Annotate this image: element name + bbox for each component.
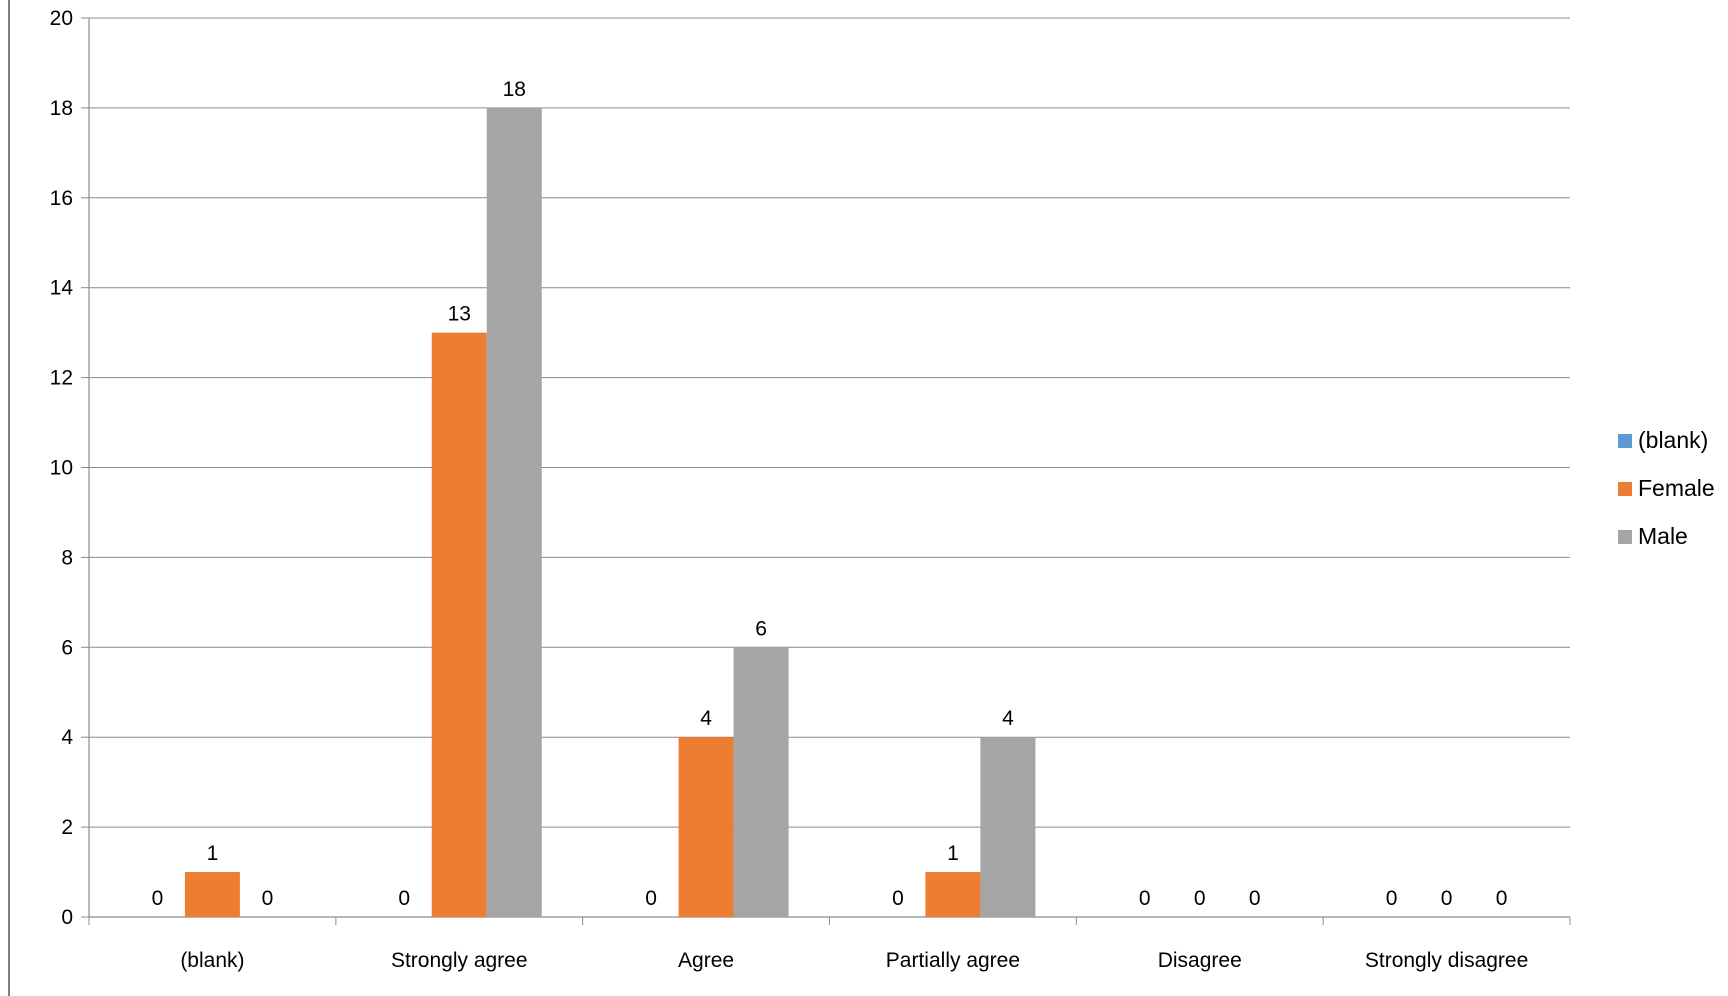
legend-swatch xyxy=(1618,434,1632,448)
bar xyxy=(486,107,542,917)
x-tick-label: Agree xyxy=(678,949,734,972)
x-tick-label: (blank) xyxy=(180,949,244,972)
data-label: 0 xyxy=(892,887,904,910)
data-label: 0 xyxy=(1249,887,1261,910)
bar xyxy=(733,647,789,917)
legend-swatch xyxy=(1618,530,1632,544)
y-tick-label: 2 xyxy=(61,816,73,839)
data-label: 4 xyxy=(1002,707,1014,730)
x-tick-label: Strongly disagree xyxy=(1365,949,1528,972)
y-tick-label: 18 xyxy=(50,97,73,120)
data-label: 0 xyxy=(262,887,274,910)
y-tick-label: 20 xyxy=(50,7,73,30)
legend-label: (blank) xyxy=(1638,427,1708,453)
x-tick-label: Disagree xyxy=(1158,949,1242,972)
data-label: 4 xyxy=(700,707,712,730)
data-label: 6 xyxy=(755,617,767,640)
bar xyxy=(980,737,1036,917)
data-label: 0 xyxy=(645,887,657,910)
bar xyxy=(925,872,981,917)
data-label: 0 xyxy=(152,887,164,910)
data-label: 1 xyxy=(947,842,959,865)
y-tick-label: 12 xyxy=(50,367,73,390)
data-label: 18 xyxy=(503,78,526,101)
y-tick-label: 6 xyxy=(61,636,73,659)
data-label: 0 xyxy=(1441,887,1453,910)
bar xyxy=(431,332,487,917)
y-tick-label: 4 xyxy=(61,726,73,749)
legend-swatch xyxy=(1618,482,1632,496)
data-labels: 0 1 0 0 13 18 0 4 6 0 1 4 0 0 0 0 0 0 xyxy=(152,78,1508,910)
x-tick-label: Strongly agree xyxy=(391,949,528,972)
y-tick-label: 16 xyxy=(50,187,73,210)
legend-label: Male xyxy=(1638,523,1688,549)
data-label: 0 xyxy=(1496,887,1508,910)
data-label: 0 xyxy=(1194,887,1206,910)
bar xyxy=(184,872,240,917)
x-axis-ticks: (blank) Strongly agree Agree Partially agre… xyxy=(180,949,1528,972)
data-label: 0 xyxy=(1386,887,1398,910)
data-label: 1 xyxy=(207,842,219,865)
axes xyxy=(81,17,1571,925)
legend-label: Female xyxy=(1638,475,1715,501)
bar xyxy=(678,737,734,917)
y-tick-label: 10 xyxy=(50,457,73,480)
data-label: 13 xyxy=(448,303,471,326)
y-tick-label: 0 xyxy=(61,906,73,929)
data-label: 0 xyxy=(398,887,410,910)
y-tick-label: 8 xyxy=(61,546,73,569)
gridlines xyxy=(89,17,1570,828)
bars xyxy=(184,107,1036,917)
data-label: 0 xyxy=(1139,887,1151,910)
x-tick-label: Partially agree xyxy=(886,949,1020,972)
y-tick-label: 14 xyxy=(50,277,74,300)
y-axis-ticks: 0 2 4 6 8 10 12 14 16 18 20 xyxy=(50,7,74,929)
legend: (blank) Female Male xyxy=(1618,427,1715,549)
